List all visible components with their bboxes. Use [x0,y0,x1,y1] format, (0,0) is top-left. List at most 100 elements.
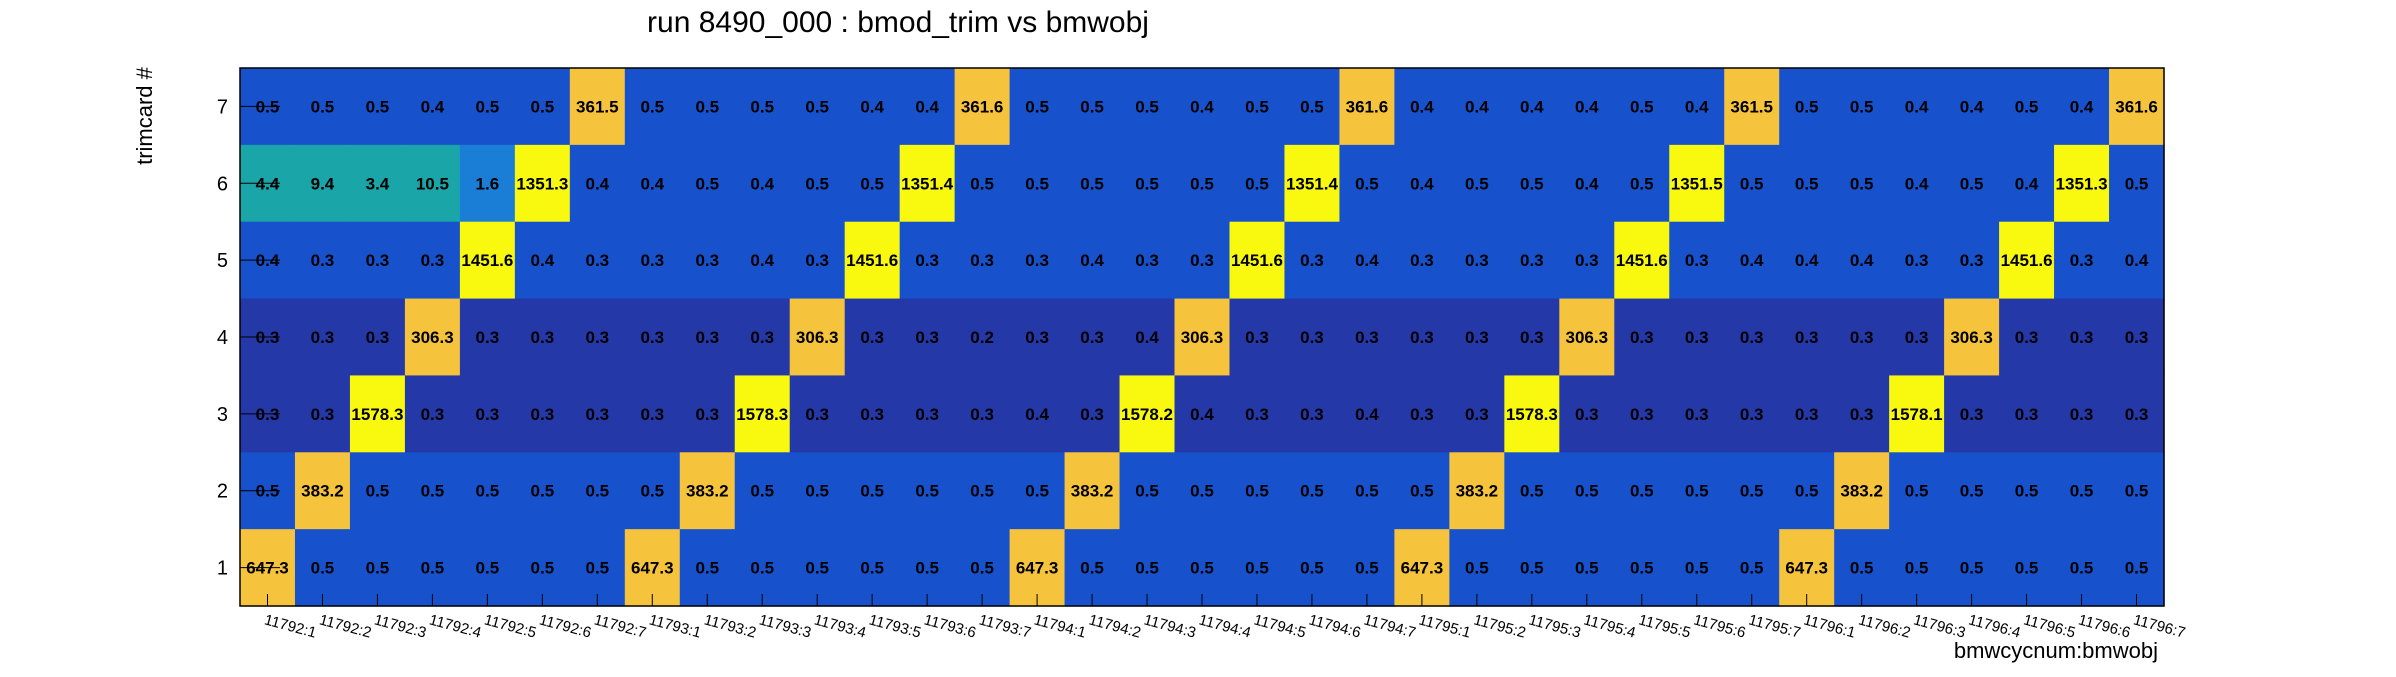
heatmap-cell [514,298,571,377]
heatmap-cell [1339,298,1395,377]
heatmap-cell [514,529,571,607]
cell-value-label: 0.3 [805,405,829,424]
cell-value-label: 0.3 [1245,405,1269,424]
x-tick-label: 11794:2 [1087,611,1143,641]
heatmap-cell [294,298,351,377]
cell-value-label: 0.3 [585,328,609,347]
cell-value-label: 0.5 [695,559,719,578]
cell-value-label: 0.4 [860,97,884,116]
cell-value-label: 1351.4 [1286,174,1339,193]
cell-value-label: 1578.2 [1121,405,1173,424]
cell-value-label: 0.4 [2070,97,2094,116]
cell-value-label: 0.5 [1135,97,1159,116]
heatmap-cell [2054,68,2110,146]
cell-value-label: 306.3 [1950,328,1993,347]
heatmap-cell [1999,144,2055,223]
cell-value-label: 0.3 [476,405,500,424]
cell-value-label: 0.4 [2125,251,2149,270]
heatmap-cell [1064,298,1121,377]
cell-value-label: 0.5 [1520,482,1544,501]
cell-value-label: 0.5 [1905,482,1929,501]
heatmap-cell [294,221,351,300]
cell-value-label: 0.5 [1740,482,1764,501]
cell-value-label: 0.5 [1630,559,1654,578]
cell-value-label: 0.5 [1685,559,1709,578]
heatmap-cell [1449,68,1505,146]
heatmap-cell [1669,529,1725,607]
cell-value-label: 0.5 [1025,97,1049,116]
heatmap-cell [1724,529,1780,607]
x-tick-label: 11793:5 [867,611,923,641]
cell-value-label: 0.3 [1465,328,1489,347]
cell-value-label: 0.4 [1410,174,1434,193]
cell-value-label: 0.3 [1685,328,1709,347]
cell-value-label: 0.5 [2015,559,2039,578]
cell-value-label: 0.5 [1740,174,1764,193]
cell-value-label: 0.4 [1190,405,1214,424]
cell-value-label: 0.5 [1575,482,1599,501]
heatmap-cell [569,144,626,223]
cell-value-label: 383.2 [301,482,344,501]
cell-value-label: 0.4 [531,251,555,270]
heatmap-cell [624,144,681,223]
cell-value-label: 0.3 [915,251,939,270]
heatmap-cell [1339,375,1395,453]
heatmap-cell [569,529,626,607]
cell-value-label: 0.3 [366,328,390,347]
x-tick-label: 11792:7 [592,611,648,641]
heatmap-cell [899,68,956,146]
cell-value-label: 0.5 [476,97,500,116]
heatmap-cell [734,221,791,300]
heatmap-cell [1394,452,1450,530]
heatmap-cell [294,68,351,146]
heatmap-cell [2109,529,2165,607]
heatmap-cell [1724,298,1780,377]
cell-value-label: 3.4 [366,174,390,193]
heatmap-cell [514,375,571,453]
heatmap-cell [514,144,571,223]
cell-value-label: 0.5 [585,559,609,578]
heatmap-cell [1834,68,1890,146]
heatmap-cell [1724,375,1780,453]
heatmap-cell [1779,529,1835,607]
heatmap-cell [1889,375,1945,453]
cell-value-label: 0.5 [1465,174,1489,193]
heatmap-cell [1119,221,1176,300]
heatmap-cell [1779,221,1835,300]
cell-value-label: 0.5 [2015,482,2039,501]
heatmap-cell [954,298,1011,377]
cell-value-label: 0.3 [1300,405,1324,424]
heatmap-cell [789,529,846,607]
cell-value-label: 0.3 [695,405,719,424]
x-tick-label: 11792:2 [317,611,373,641]
y-tick-label: 3 [217,404,228,426]
cell-value-label: 0.3 [1410,251,1434,270]
heatmap-cell [1944,221,2000,300]
heatmap-cell [2054,144,2110,223]
heatmap-cell [1834,298,1890,377]
heatmap-cell [1669,221,1725,300]
cell-value-label: 0.4 [750,251,774,270]
cell-value-label: 0.5 [2070,559,2094,578]
heatmap-cell [1504,144,1560,223]
heatmap-cell [679,221,736,300]
heatmap-cell [1174,298,1231,377]
heatmap-cell [1339,68,1395,146]
cell-value-label: 0.3 [2070,328,2094,347]
cell-value-label: 0.4 [1355,405,1379,424]
cell-value-label: 1451.6 [1231,251,1283,270]
cell-value-label: 0.5 [1630,97,1654,116]
cell-value-label: 0.3 [640,251,664,270]
x-tick-label: 11794:4 [1197,611,1253,641]
cell-value-label: 0.5 [585,482,609,501]
cell-value-label: 0.3 [2070,251,2094,270]
heatmap-cell [679,375,736,453]
cell-value-label: 0.3 [1245,328,1269,347]
x-tick-label: 11792:6 [537,611,593,641]
heatmap-cell [844,452,901,530]
cell-value-label: 0.5 [1355,482,1379,501]
cell-value-label: 1578.3 [1506,405,1558,424]
heatmap-cell [1284,144,1341,223]
heatmap-cell [1559,68,1615,146]
heatmap-cell [294,375,351,453]
